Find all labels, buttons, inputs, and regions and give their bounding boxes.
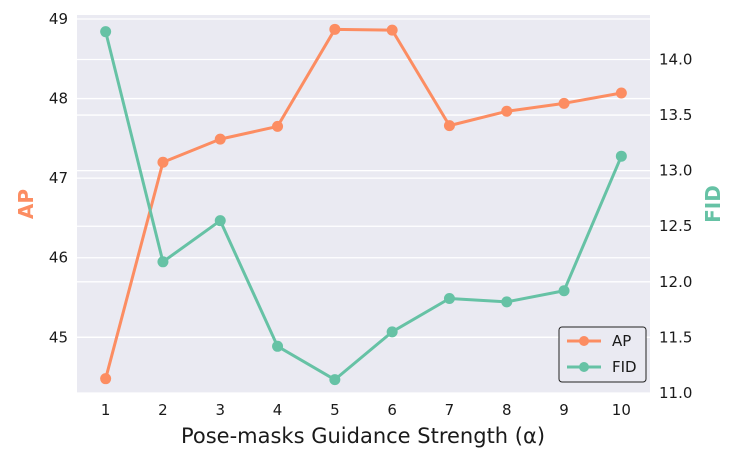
x-tick-label: 4 [273,401,283,419]
legend: AP FID [558,326,647,383]
left-axis-ticks: 45 46 47 48 49 [49,10,68,346]
x-tick-label: 5 [330,401,340,419]
data-point-ap [157,156,169,168]
x-tick-label: 9 [559,401,569,419]
legend-fid-marker [579,362,589,372]
data-point-fid [558,285,570,297]
left-tick-label: 47 [49,169,68,187]
x-tick-label: 10 [612,401,631,419]
x-axis-title: Pose-masks Guidance Strength (α) [181,424,545,448]
data-point-fid [272,340,284,352]
right-tick-label: 11.5 [659,328,692,346]
right-tick-label: 11.0 [659,384,692,402]
x-tick-label: 1 [101,401,111,419]
data-point-ap [386,24,398,36]
right-tick-label: 13.5 [659,106,692,124]
right-tick-label: 14.0 [659,50,692,68]
data-point-ap [443,120,455,132]
right-tick-label: 12.0 [659,273,692,291]
data-point-ap [558,97,570,109]
series-points [100,23,627,386]
data-point-fid [214,215,226,227]
data-point-fid [443,293,455,304]
left-tick-label: 49 [49,10,68,28]
x-tick-label: 6 [387,401,397,419]
data-point-ap [100,373,112,385]
left-tick-label: 48 [49,90,68,108]
left-axis-title: AP [14,189,38,219]
data-point-fid [100,26,112,38]
left-tick-label: 46 [49,249,68,267]
x-tick-label: 7 [445,401,455,419]
data-point-fid [615,150,627,162]
right-axis-ticks: 11.0 11.5 12.0 12.5 13.0 13.5 14.0 [659,50,692,402]
right-tick-label: 13.0 [659,162,692,180]
x-tick-label: 3 [215,401,225,419]
right-axis-title: FID [701,185,725,223]
x-axis-ticks: 1 2 3 4 5 6 7 8 9 10 [101,401,631,419]
x-tick-label: 8 [502,401,512,419]
left-tick-label: 45 [49,328,68,346]
plot-background [77,15,650,393]
data-point-fid [329,374,341,386]
legend-ap-label: AP [612,332,631,350]
data-point-fid [157,256,169,268]
data-point-ap [214,133,226,145]
series-line-ap [104,27,623,381]
data-point-fid [501,296,513,308]
right-tick-label: 12.5 [659,217,692,235]
series-line-fid [104,30,623,382]
data-point-ap [329,23,341,35]
x-tick-label: 2 [158,401,168,419]
legend-fid-label: FID [612,358,637,376]
series-lines [104,27,623,382]
data-point-ap [615,87,627,99]
grid [77,18,650,394]
data-point-ap [272,120,284,132]
data-point-ap [501,105,513,117]
legend-ap-marker [579,336,589,346]
data-point-fid [386,326,398,338]
